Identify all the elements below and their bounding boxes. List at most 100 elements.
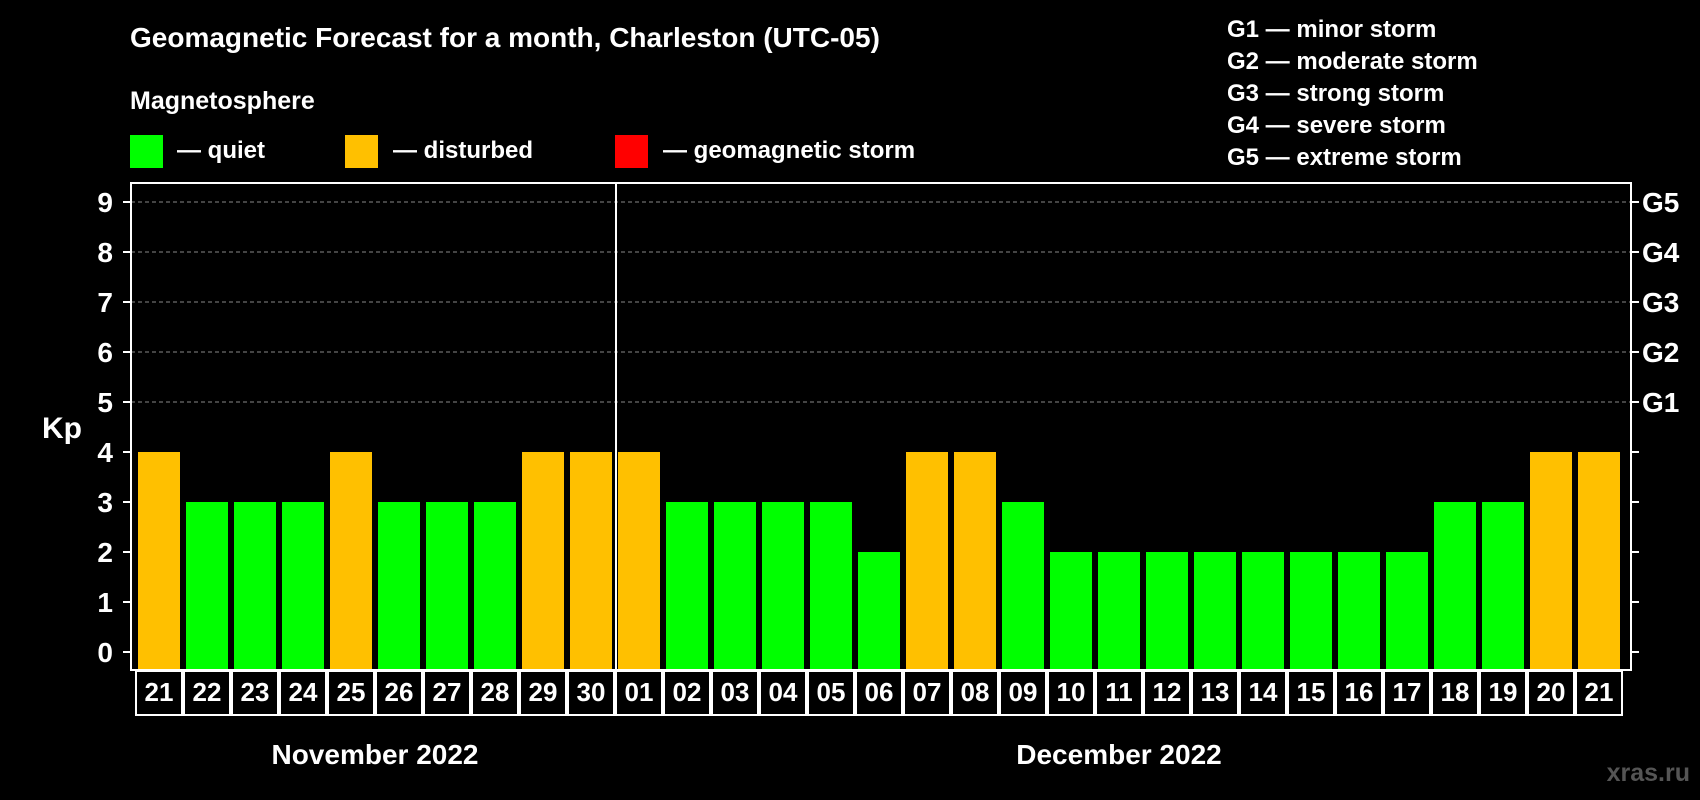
bar <box>330 452 372 670</box>
day-label: 04 <box>769 677 798 707</box>
day-label: 29 <box>529 677 558 707</box>
storm-scale-g2: G2 — moderate storm <box>1227 48 1478 75</box>
storm-scale-g3: G3 — strong storm <box>1227 80 1444 107</box>
y-tick-label: 8 <box>97 237 113 268</box>
day-label-box <box>183 670 231 716</box>
day-label: 21 <box>1585 677 1614 707</box>
day-label-box <box>1335 670 1383 716</box>
y-tick-label: 4 <box>97 437 113 468</box>
bar <box>522 452 564 670</box>
bar <box>1290 552 1332 670</box>
bar <box>1194 552 1236 670</box>
day-label: 19 <box>1489 677 1518 707</box>
day-label: 16 <box>1345 677 1374 707</box>
day-label-box <box>1527 670 1575 716</box>
day-label-box <box>519 670 567 716</box>
day-label-box <box>1239 670 1287 716</box>
chart-title: Geomagnetic Forecast for a month, Charle… <box>130 22 880 53</box>
day-label-box <box>711 670 759 716</box>
bar <box>1578 452 1620 670</box>
day-label: 07 <box>913 677 942 707</box>
bar <box>858 552 900 670</box>
day-label: 10 <box>1057 677 1086 707</box>
y-tick-label: 6 <box>97 337 113 368</box>
legend-swatch-quiet <box>130 135 163 168</box>
day-label: 15 <box>1297 677 1326 707</box>
bar <box>1050 552 1092 670</box>
day-labels: 21 22 23 24 25 26 27 28 29 30 01 02 03 04 05 06 07 08 09 10… <box>135 670 1623 716</box>
day-label-box <box>471 670 519 716</box>
day-label: 03 <box>721 677 750 707</box>
day-label-box <box>1095 670 1143 716</box>
y-tick-label: 1 <box>97 587 113 618</box>
day-label-box <box>1287 670 1335 716</box>
y-axis-label: Kp <box>42 412 82 445</box>
y-tick-label: 2 <box>97 537 113 568</box>
month-label: November 2022 <box>271 739 478 770</box>
bar <box>282 502 324 670</box>
bar <box>234 502 276 670</box>
day-label-box <box>759 670 807 716</box>
day-label: 14 <box>1249 677 1278 707</box>
bar <box>1386 552 1428 670</box>
day-label: 20 <box>1537 677 1566 707</box>
bar <box>1434 502 1476 670</box>
day-label: 02 <box>673 677 702 707</box>
bar <box>474 502 516 670</box>
day-label: 26 <box>385 677 414 707</box>
y-tick-label: 9 <box>97 187 113 218</box>
day-label-box <box>903 670 951 716</box>
day-label-box <box>855 670 903 716</box>
bar <box>666 502 708 670</box>
bar <box>1146 552 1188 670</box>
y-tick-label: 3 <box>97 487 113 518</box>
g-level-label: G3 <box>1642 287 1679 318</box>
bar <box>378 502 420 670</box>
bar <box>1338 552 1380 670</box>
day-label: 25 <box>337 677 366 707</box>
bar <box>906 452 948 670</box>
g-level-label: G4 <box>1642 237 1680 268</box>
legend-swatch-disturbed <box>345 135 378 168</box>
legend-label-quiet: — quiet <box>177 137 265 164</box>
g-level-label: G5 <box>1642 187 1679 218</box>
bar <box>138 452 180 670</box>
day-label: 08 <box>961 677 990 707</box>
day-label: 18 <box>1441 677 1470 707</box>
day-label: 28 <box>481 677 510 707</box>
grid-lines <box>131 201 1631 403</box>
day-label-box <box>231 670 279 716</box>
storm-scale-g1: G1 — minor storm <box>1227 16 1436 43</box>
day-label-box <box>279 670 327 716</box>
day-label: 09 <box>1009 677 1038 707</box>
bar <box>1002 502 1044 670</box>
legend: — quiet — disturbed — geomagnetic storm <box>130 135 915 168</box>
bar <box>762 502 804 670</box>
legend-label-storm: — geomagnetic storm <box>663 137 915 164</box>
day-label-box <box>1575 670 1623 716</box>
day-label: 30 <box>577 677 606 707</box>
month-label: December 2022 <box>1016 739 1221 770</box>
bar <box>186 502 228 670</box>
day-label: 13 <box>1201 677 1230 707</box>
watermark: xras.ru <box>1607 759 1690 787</box>
y-tick-label: 5 <box>97 387 113 418</box>
day-label-box <box>951 670 999 716</box>
day-label: 24 <box>289 677 318 707</box>
day-label-box <box>135 670 183 716</box>
day-label: 12 <box>1153 677 1182 707</box>
day-label-box <box>807 670 855 716</box>
axis-ticks: 0 1 2 3 4 5 6 7 8 9 G1 G2 G3 G4 G5 <box>97 187 1679 668</box>
day-label-box <box>1191 670 1239 716</box>
bar <box>714 502 756 670</box>
legend-heading: Magnetosphere <box>130 87 315 115</box>
day-label: 11 <box>1105 677 1133 707</box>
bar <box>1098 552 1140 670</box>
day-label-box <box>999 670 1047 716</box>
day-label: 17 <box>1393 677 1422 707</box>
day-label: 01 <box>625 677 654 707</box>
bar <box>1530 452 1572 670</box>
bar <box>810 502 852 670</box>
day-label: 05 <box>817 677 846 707</box>
